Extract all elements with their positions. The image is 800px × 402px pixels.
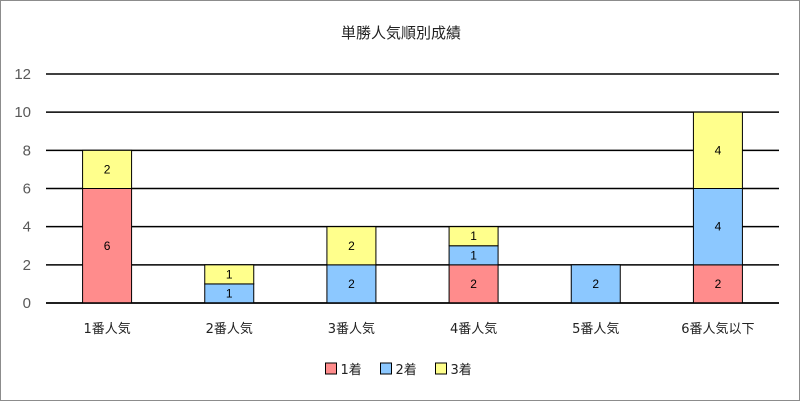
data-label: 2 [348, 239, 355, 253]
data-label: 2 [104, 162, 111, 176]
data-label: 4 [715, 143, 722, 157]
y-tick-label: 2 [23, 257, 31, 274]
data-label: 2 [470, 277, 477, 291]
y-tick-label: 0 [23, 295, 31, 312]
data-label: 2 [715, 277, 722, 291]
data-label: 1 [226, 267, 233, 281]
x-tick-label: 2番人気 [206, 321, 253, 337]
bar-segment [692, 264, 743, 304]
legend: 1着 2着 3着 [325, 362, 472, 378]
bar-segment [82, 149, 133, 189]
data-label: 1 [470, 229, 477, 243]
y-tick-label: 6 [23, 181, 31, 198]
bar-segment [204, 264, 255, 285]
bar-segment [448, 264, 499, 304]
y-tick-label: 12 [14, 66, 31, 83]
data-label: 2 [348, 277, 355, 291]
bars [82, 111, 743, 304]
data-labels: 6 2 1 1 2 2 2 1 1 2 2 4 4 [46, 143, 779, 304]
bar-segment [692, 188, 743, 266]
gridlines [46, 73, 779, 304]
legend-swatch [435, 362, 447, 375]
data-label: 6 [104, 239, 111, 253]
x-tick-label: 5番人気 [572, 321, 619, 337]
y-tick-label: 10 [14, 104, 31, 121]
y-tick-label: 4 [23, 219, 31, 236]
bar-segment [326, 226, 377, 266]
x-tick-label: 3番人気 [328, 321, 375, 337]
data-label: 1 [470, 248, 477, 262]
data-label: 4 [715, 220, 722, 234]
y-tick-label: 8 [23, 142, 31, 159]
data-label: 1 [226, 286, 233, 300]
bar-segment [692, 111, 743, 189]
y-axis-ticks: 0 2 4 6 8 10 12 [14, 66, 31, 312]
legend-swatch [325, 362, 337, 375]
x-axis-ticks: 1番人気 2番人気 3番人気 4番人気 5番人気 6番人気以下 [83, 321, 754, 337]
data-label: 2 [592, 277, 599, 291]
bar-segment [326, 264, 377, 304]
x-tick-label: 4番人気 [450, 321, 497, 337]
chart-title: 単勝人気順別成績 [341, 24, 461, 42]
legend-label: 3着 [451, 362, 472, 378]
legend-label: 1着 [341, 362, 362, 378]
x-tick-label: 6番人気以下 [681, 321, 754, 337]
bar-segment [448, 226, 499, 247]
legend-label: 2着 [396, 362, 417, 378]
legend-swatch [380, 362, 392, 375]
x-tick-label: 1番人気 [83, 321, 130, 337]
